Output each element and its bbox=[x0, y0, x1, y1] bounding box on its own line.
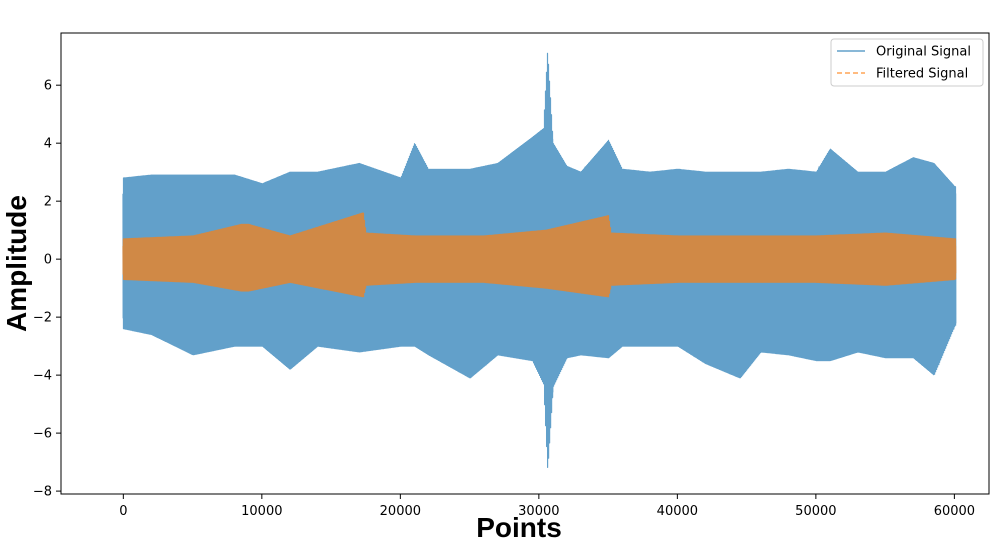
x-tick-label: 20000 bbox=[380, 504, 421, 519]
y-tick-label: 0 bbox=[44, 253, 52, 268]
x-tick-label: 60000 bbox=[934, 504, 975, 519]
series-line-filtered-signal bbox=[122, 212, 957, 298]
y-tick-label: −6 bbox=[33, 427, 52, 442]
legend-label-filtered: Filtered Signal bbox=[876, 67, 968, 82]
series-layer bbox=[122, 52, 957, 468]
y-tick-label: −2 bbox=[33, 311, 52, 326]
x-axis-title: Points bbox=[476, 512, 562, 543]
plot-frame bbox=[60, 32, 990, 495]
x-axis: 0 10000 20000 30000 40000 50000 60000 bbox=[119, 494, 975, 519]
x-tick-label: 50000 bbox=[795, 504, 836, 519]
legend-label-original: Original Signal bbox=[876, 45, 971, 60]
y-axis-title: Amplitude bbox=[1, 195, 32, 332]
x-tick-label: 0 bbox=[119, 504, 127, 519]
x-tick-label: 30000 bbox=[518, 504, 559, 519]
y-tick-label: 2 bbox=[44, 195, 52, 210]
x-tick-label: 40000 bbox=[657, 504, 698, 519]
x-tick-label: 10000 bbox=[241, 504, 282, 519]
plot-area bbox=[60, 32, 990, 495]
y-tick-label: 6 bbox=[44, 79, 52, 94]
y-tick-label: 4 bbox=[44, 137, 52, 152]
y-tick-label: −4 bbox=[33, 369, 52, 384]
y-tick-label: −8 bbox=[33, 485, 52, 500]
legend-box bbox=[830, 38, 984, 87]
legend: Original Signal Filtered Signal bbox=[830, 38, 984, 87]
y-axis: −8 −6 −4 −2 0 2 4 6 bbox=[33, 79, 61, 500]
